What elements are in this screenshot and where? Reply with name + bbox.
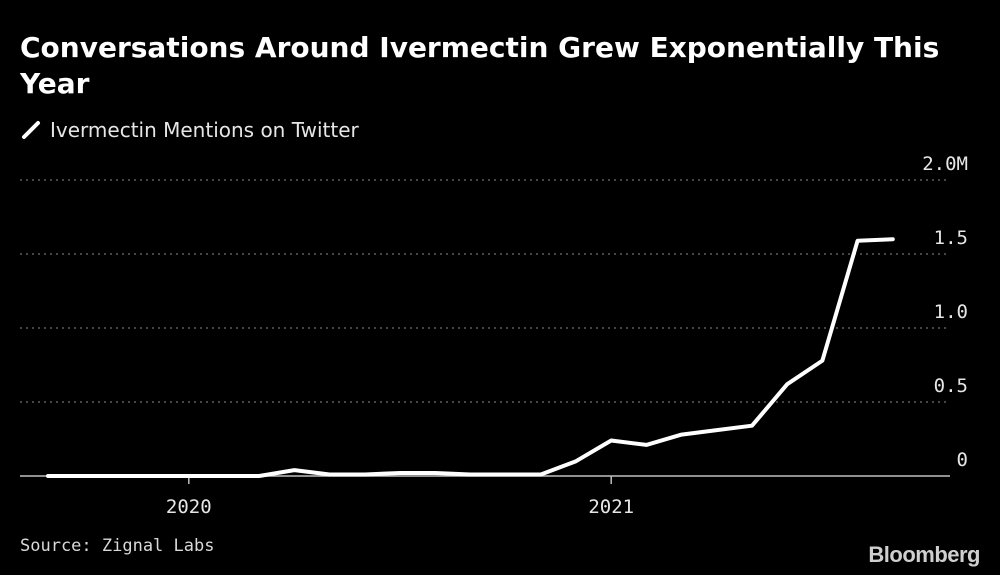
chart-title: Conversations Around Ivermectin Grew Exp… <box>20 31 940 100</box>
y-tick-label: 2.0M <box>922 153 968 175</box>
y-tick-label: 1.0 <box>934 301 968 323</box>
x-tick-label: 2021 <box>588 496 634 518</box>
legend: Ivermectin Mentions on Twitter <box>20 118 359 142</box>
gridlines <box>20 179 950 403</box>
series-line-ivermectin-mentions <box>46 237 895 478</box>
x-tick-label: 2020 <box>166 496 212 518</box>
bloomberg-logo: Bloomberg <box>868 542 980 567</box>
legend-label: Ivermectin Mentions on Twitter <box>50 118 359 142</box>
series-layer <box>46 237 895 478</box>
source-note: Source: Zignal Labs <box>20 536 215 556</box>
y-tick-label: 1.5 <box>934 227 968 249</box>
y-tick-label: 0 <box>957 449 968 471</box>
y-tick-label: 0.5 <box>934 375 968 397</box>
tick-labels: 0 0.5 1.0 1.5 2.0M 2020 2021 <box>166 153 968 518</box>
legend-line-icon <box>22 121 40 139</box>
